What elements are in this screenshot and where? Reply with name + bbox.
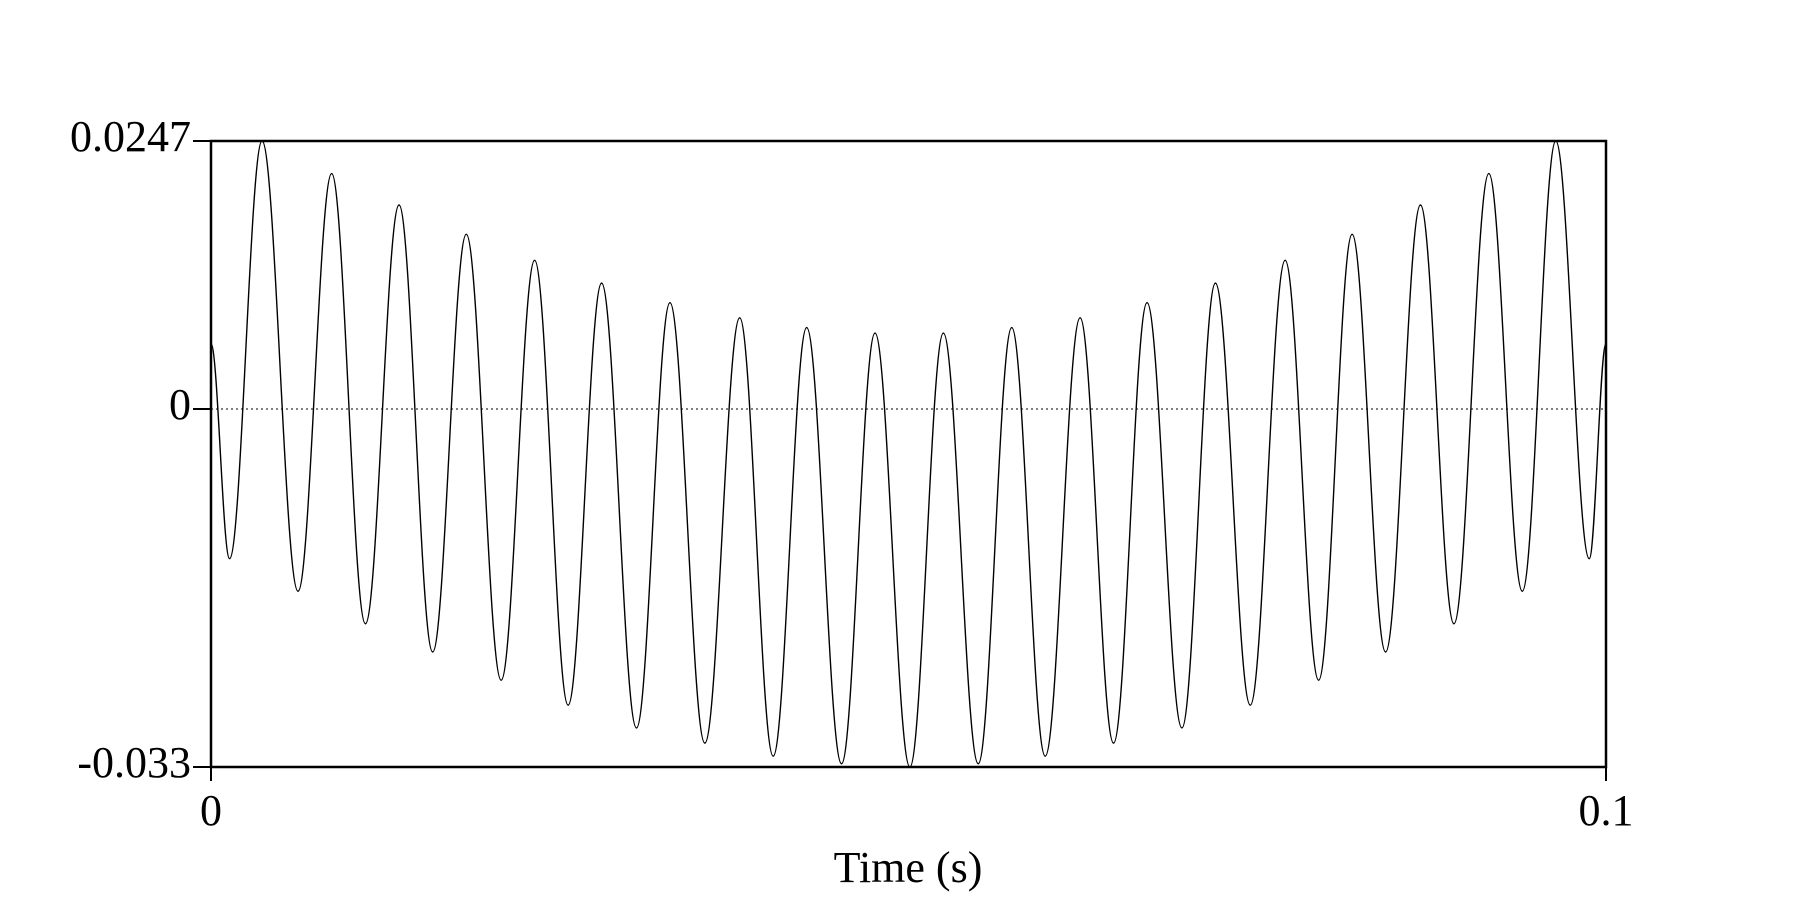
y-tick-label: 0	[169, 380, 191, 429]
y-tick-label: -0.033	[77, 738, 191, 787]
x-tick-label: 0.1	[1579, 786, 1634, 835]
x-tick-label: 0	[200, 786, 222, 835]
x-axis-label: Time (s)	[834, 843, 983, 892]
y-tick-label: 0.0247	[70, 112, 191, 161]
waveform	[210, 140, 1607, 768]
plot-frame	[209, 139, 1608, 769]
